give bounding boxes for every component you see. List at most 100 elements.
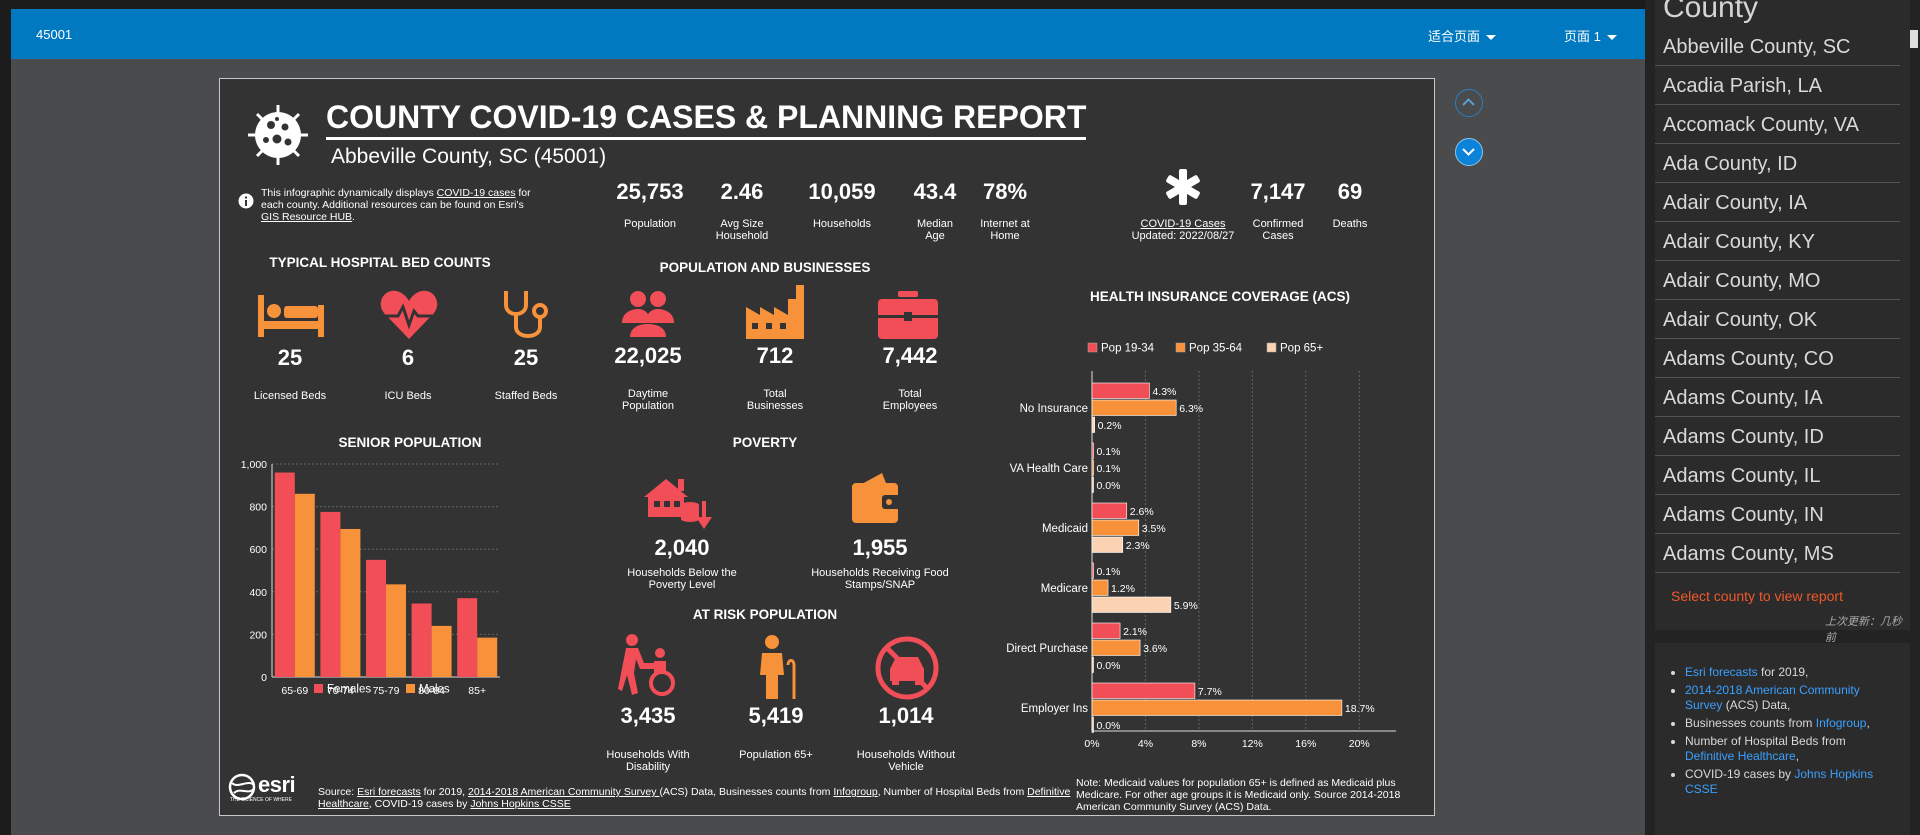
- heart-pulse-icon: [380, 290, 438, 339]
- factory-icon: [746, 285, 804, 339]
- avg-household-label: Avg Size Household: [715, 218, 769, 242]
- bar-employer-ins-series-0: [1091, 682, 1196, 699]
- data-label: 0.0%: [1097, 660, 1121, 672]
- x-tick-label: 4%: [1138, 738, 1153, 750]
- total-businesses-value: 712: [756, 343, 794, 368]
- data-label: 18.7%: [1345, 703, 1375, 715]
- definitive-healthcare-link[interactable]: Definitive Healthcare: [318, 786, 1071, 810]
- county-list-item[interactable]: Adams County, ID: [1655, 418, 1900, 456]
- data-label: 2.3%: [1126, 540, 1150, 552]
- x-tick-label: 0%: [1084, 738, 1099, 750]
- gis-hub-link[interactable]: GIS Resource HUB: [261, 211, 353, 223]
- total-employees-label: Total Employees: [882, 388, 938, 412]
- fit-page-dropdown[interactable]: 适合页面: [1428, 26, 1497, 45]
- category-label: No Insurance: [1020, 403, 1088, 415]
- acs-link[interactable]: 2014-2018 American Community Survey: [1685, 683, 1860, 712]
- bar-medicare-series-1: [1091, 579, 1109, 596]
- report-id: 45001: [36, 27, 73, 42]
- deaths-label: Deaths: [1332, 218, 1368, 230]
- county-list-item[interactable]: Adair County, OK: [1655, 301, 1900, 339]
- county-list-item[interactable]: Adair County, KY: [1655, 223, 1900, 261]
- bar-females-70-74: [320, 511, 341, 677]
- page-dropdown[interactable]: 页面 1: [1564, 26, 1617, 45]
- total-businesses-label: Total Businesses: [746, 388, 804, 412]
- county-list-item[interactable]: Adair County, IA: [1655, 184, 1900, 222]
- page-down-button[interactable]: [1455, 138, 1483, 166]
- select-county-message: Select county to view report: [1671, 588, 1843, 604]
- covid-cases-block: COVID-19 Cases Updated: 2022/08/27: [1126, 218, 1240, 242]
- county-list-item[interactable]: Adams County, IL: [1655, 457, 1900, 495]
- bar-no-insurance-series-0: [1091, 382, 1150, 399]
- y-tick-label: 800: [249, 502, 267, 514]
- covid-cases-link[interactable]: COVID-19 cases: [436, 187, 516, 199]
- internet-label: Internet at Home: [980, 218, 1030, 242]
- county-list-item[interactable]: Adams County, MS: [1655, 535, 1900, 573]
- covid-report-infographic: COUNTY COVID-19 CASES & PLANNING REPORT …: [219, 78, 1435, 816]
- bar-males-70-74: [340, 528, 361, 677]
- x-tick-label: 16%: [1295, 738, 1316, 750]
- bar-va-health-care-series-2: [1091, 476, 1094, 493]
- page-label: 页面 1: [1564, 29, 1601, 44]
- no-vehicle-label: Households Without Vehicle: [856, 749, 956, 773]
- bar-females-75-79: [366, 559, 386, 677]
- bar-males-85+: [477, 637, 498, 677]
- x-tick-label: 75-79: [373, 685, 400, 696]
- confirmed-value: 7,147: [1250, 179, 1306, 204]
- page-up-button[interactable]: [1455, 89, 1483, 117]
- esri-forecasts-link[interactable]: Esri forecasts: [357, 786, 421, 798]
- esri-forecasts-link[interactable]: Esri forecasts: [1685, 665, 1758, 679]
- median-age-value: 43.4: [913, 179, 957, 204]
- bar-males-65-69: [294, 493, 315, 677]
- infogroup-link[interactable]: Infogroup: [833, 786, 878, 798]
- stethoscope-icon: [504, 291, 548, 338]
- bar-employer-ins-series-1: [1091, 699, 1343, 716]
- county-list-scrollbar[interactable]: [1910, 30, 1918, 48]
- daytime-pop-value: 22,025: [614, 343, 682, 368]
- source-item: 2014-2018 American Community Survey (ACS…: [1685, 683, 1896, 713]
- county-list-item[interactable]: Adair County, MO: [1655, 262, 1900, 300]
- data-label: 0.1%: [1097, 463, 1121, 475]
- data-label: 2.1%: [1123, 626, 1147, 638]
- report-viewer-area: 45001 适合页面 页面 1 COUNTY COVID-19 CASES & …: [11, 9, 1645, 835]
- population-label: Population: [624, 218, 676, 230]
- icu-beds-value: 6: [401, 345, 415, 370]
- data-label: 7.7%: [1198, 686, 1222, 698]
- popbiz-title: POPULATION AND BUSINESSES: [659, 260, 871, 275]
- esri-logo: esri: [258, 772, 296, 797]
- definitive-healthcare-link[interactable]: Definitive Healthcare: [1685, 749, 1796, 763]
- county-list-item[interactable]: Adams County, CO: [1655, 340, 1900, 378]
- covid-cases-report-link[interactable]: COVID-19 Cases: [1140, 218, 1226, 230]
- johns-hopkins-link[interactable]: Johns Hopkins CSSE: [470, 798, 571, 810]
- county-list-item[interactable]: Adams County, IN: [1655, 496, 1900, 534]
- bar-no-insurance-series-2: [1091, 416, 1095, 433]
- x-tick-label: 20%: [1349, 738, 1370, 750]
- data-label: 0.0%: [1097, 480, 1121, 492]
- bar-females-85+: [457, 598, 478, 677]
- covid-updated: Updated: 2022/08/27: [1131, 230, 1235, 242]
- bar-direct-purchase-series-1: [1091, 639, 1141, 656]
- no-vehicle-value: 1,014: [878, 703, 934, 728]
- data-label: 0.0%: [1097, 720, 1121, 732]
- report-title: COUNTY COVID-19 CASES & PLANNING REPORT: [326, 99, 1087, 140]
- county-list-item[interactable]: Adams County, IA: [1655, 379, 1900, 417]
- acs-link[interactable]: 2014-2018 American Community Survey: [468, 786, 660, 798]
- chevron-up-icon: [1462, 98, 1475, 106]
- licensed-beds-label: Licensed Beds: [253, 390, 327, 402]
- pop65-value: 5,419: [748, 703, 804, 728]
- bar-females-65-69: [274, 472, 295, 677]
- county-list-item[interactable]: Ada County, ID: [1655, 145, 1900, 183]
- infogroup-link[interactable]: Infogroup: [1815, 716, 1867, 730]
- johns-hopkins-link[interactable]: Johns Hopkins CSSE: [1685, 767, 1874, 796]
- senior-pop-title: SENIOR POPULATION: [338, 435, 482, 450]
- wallet-icon: [852, 473, 902, 523]
- bar-no-insurance-series-1: [1091, 399, 1177, 416]
- county-list-item[interactable]: Abbeville County, SC: [1655, 28, 1900, 66]
- county-list-item[interactable]: Accomack County, VA: [1655, 106, 1900, 144]
- at-risk-title: AT RISK POPULATION: [692, 607, 838, 622]
- county-list-item[interactable]: Acadia Parish, LA: [1655, 67, 1900, 105]
- legend-swatch: [406, 684, 415, 693]
- bar-medicaid-series-2: [1091, 536, 1124, 553]
- hospital-beds-title: TYPICAL HOSPITAL BED COUNTS: [269, 255, 491, 270]
- wheelchair-icon: [618, 634, 675, 696]
- insurance-note: Note: Medicaid values for population 65+…: [1076, 777, 1401, 813]
